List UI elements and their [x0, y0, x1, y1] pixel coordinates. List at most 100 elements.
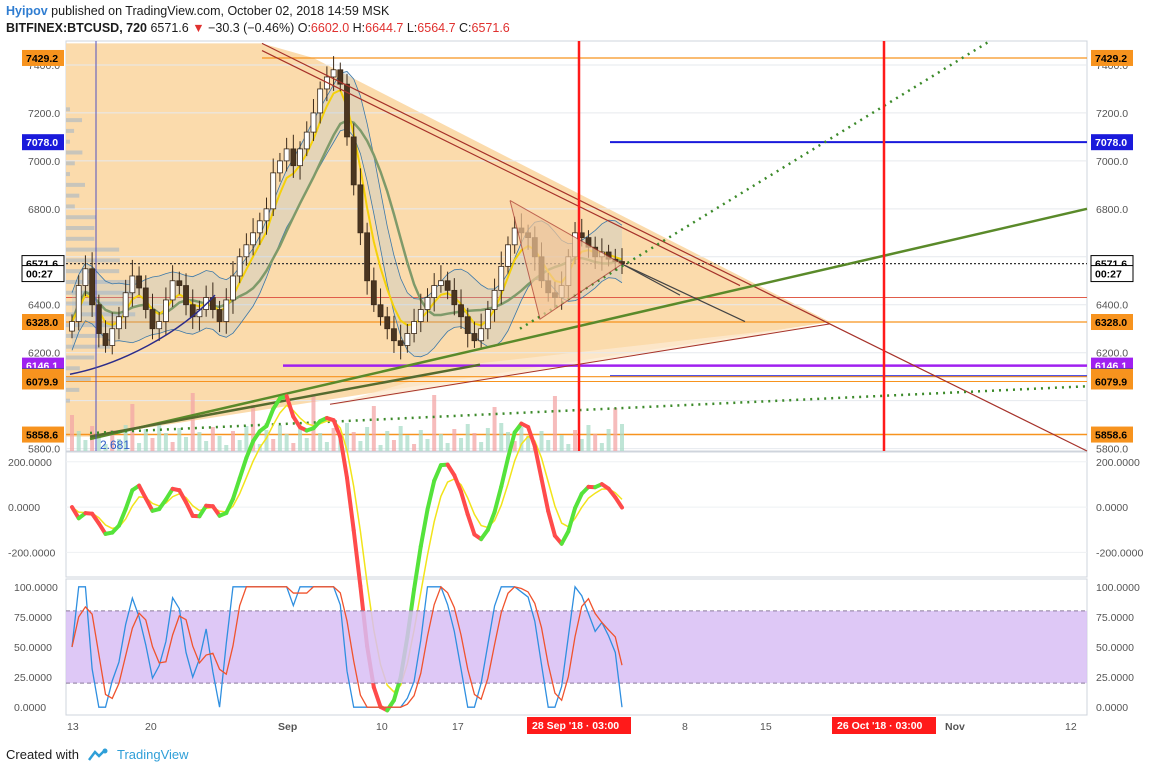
- osc1-segment: [184, 500, 195, 518]
- osc1-tick-right: 0.0000: [1096, 502, 1128, 514]
- candle-body: [404, 333, 411, 346]
- volume-bar: [519, 427, 524, 451]
- candle-body: [136, 275, 142, 289]
- oscillator1-pane[interactable]: [65, 451, 1088, 578]
- osc2-tick-right: 25.0000: [1096, 672, 1134, 684]
- volume-bar: [230, 431, 235, 451]
- osc1-segment: [116, 506, 128, 528]
- volume-bar: [573, 430, 578, 451]
- osc1-segment: [418, 507, 430, 549]
- candle-body: [149, 309, 156, 330]
- price-label-box: [22, 314, 64, 331]
- volume-profile-bar: [66, 387, 80, 392]
- volume-profile-bar: [66, 247, 120, 252]
- low-value: 6564.7: [417, 21, 456, 35]
- open-label: O:: [297, 21, 311, 35]
- osc1-tick-left: 0.0000: [8, 502, 40, 514]
- candle-body: [417, 309, 424, 322]
- candle-body: [444, 280, 451, 291]
- volume-bar: [224, 445, 229, 451]
- volume-bar: [150, 438, 155, 451]
- volume-bar: [418, 430, 423, 451]
- price-label-box: [1091, 373, 1133, 390]
- volume-bar: [492, 407, 497, 451]
- candle-body: [243, 244, 250, 258]
- osc1-tick-right: -200.0000: [1096, 547, 1143, 559]
- candle-body: [370, 280, 377, 306]
- candle-body: [116, 316, 122, 330]
- volume-bar: [539, 431, 544, 451]
- osc2-tick-left: 50.0000: [14, 642, 52, 654]
- open-value: 6602.0: [310, 21, 350, 35]
- high-value: 6644.7: [365, 21, 404, 35]
- volume-bar: [76, 431, 81, 451]
- volume-bar: [177, 428, 182, 451]
- candle-body: [364, 232, 371, 282]
- volume-bar: [479, 442, 484, 451]
- osc1-segment: [559, 529, 571, 546]
- price-label-left: 5858.6: [26, 430, 58, 442]
- volume-profile-bar: [66, 150, 83, 155]
- price-tick-left: 7200.0: [28, 108, 60, 120]
- candle-body: [424, 297, 431, 310]
- volume-bar: [284, 434, 289, 451]
- volume-profile-bar: [66, 128, 75, 133]
- candle-body: [471, 333, 478, 342]
- candle-body: [216, 309, 223, 322]
- time-axis-label: 8: [682, 721, 688, 733]
- ascending-trendline: [89, 207, 1088, 441]
- candle-body: [236, 256, 243, 277]
- candle-body: [270, 172, 277, 210]
- volume-profile-bar: [66, 377, 91, 382]
- osc1-segment: [499, 456, 510, 489]
- volume-bar: [204, 441, 209, 451]
- osc1-tick-right: 200.0000: [1096, 457, 1140, 469]
- volume-profile-bar: [66, 290, 134, 295]
- high-label: H:: [352, 21, 366, 35]
- author-name[interactable]: Hyipov: [6, 4, 48, 18]
- candle-body: [263, 208, 270, 222]
- osc1-segment: [526, 425, 537, 449]
- volume-bar: [552, 396, 557, 451]
- curved-arrow: [69, 294, 216, 376]
- volume-bar: [324, 442, 329, 451]
- candle-body: [397, 340, 404, 346]
- volume-bar: [599, 443, 604, 451]
- volume-bar: [217, 436, 222, 451]
- osc1-segment: [573, 491, 584, 511]
- volume-bar: [472, 433, 477, 451]
- candle-body: [498, 265, 505, 291]
- price-tick-right: 6800.0: [1096, 204, 1128, 216]
- candle-body: [283, 148, 290, 162]
- volume-profile-bar: [66, 279, 141, 284]
- volume-profile-bar: [66, 344, 111, 349]
- osc1-segment: [546, 509, 557, 538]
- volume-bar: [526, 436, 531, 451]
- date-marker-box: [527, 717, 631, 734]
- price-label-left: 6328.0: [26, 317, 58, 329]
- candle-body: [451, 289, 458, 306]
- volume-profile-bar: [66, 236, 95, 241]
- price-label-box: [22, 49, 64, 66]
- volume-bar: [157, 424, 162, 451]
- osc1-segment: [143, 496, 155, 513]
- osc1-segment: [271, 396, 282, 412]
- volume-bar: [512, 441, 517, 451]
- osc2-tick-left: 25.0000: [14, 672, 52, 684]
- volume-profile-bar: [66, 193, 80, 198]
- small-triangle-pattern: [509, 200, 623, 320]
- tradingview-brand[interactable]: TradingView: [116, 747, 189, 762]
- volume-profile-bar: [66, 118, 83, 123]
- bollinger-band-fill: [72, 71, 622, 357]
- volume-bar: [331, 428, 336, 451]
- osc1-segment: [432, 463, 443, 483]
- candle-body: [297, 148, 303, 167]
- volume-bar: [378, 445, 383, 451]
- price-change: −30.3 (−0.46%): [208, 21, 295, 35]
- candle-body: [391, 328, 397, 342]
- volume-bar: [405, 435, 410, 451]
- volume-profile-bar: [66, 215, 96, 220]
- volume-bar: [452, 429, 457, 451]
- candle-body: [82, 268, 89, 286]
